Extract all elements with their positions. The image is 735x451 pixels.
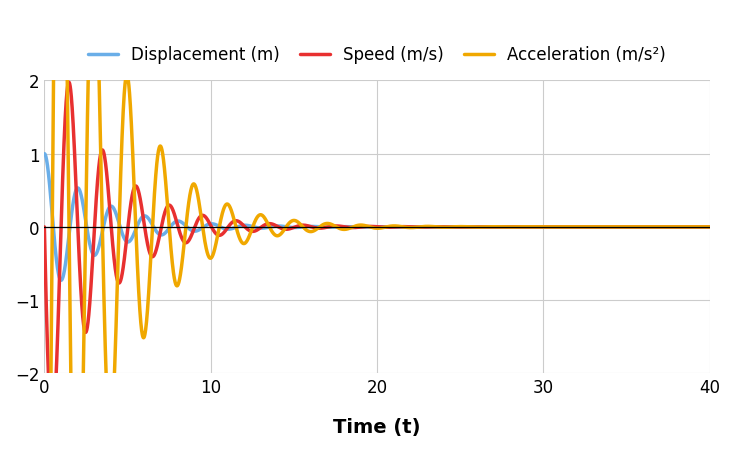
Line: Displacement (m): Displacement (m): [44, 154, 709, 281]
Displacement (m): [705, 225, 714, 230]
Line: Speed (m/s): Speed (m/s): [44, 83, 709, 425]
Speed (m/s): [48, 423, 57, 428]
Displacement (m): [523, 225, 532, 230]
Acceleration (m/s²): [705, 225, 714, 230]
Acceleration (m/s²): [356, 223, 365, 228]
Legend: Displacement (m), Speed (m/s), Acceleration (m/s²): Displacement (m), Speed (m/s), Accelerat…: [87, 46, 666, 64]
Speed (m/s): [652, 225, 661, 230]
Displacement (m): [685, 225, 694, 230]
Speed (m/s): [40, 225, 49, 230]
Speed (m/s): [65, 80, 74, 86]
X-axis label: Time (t): Time (t): [333, 417, 420, 436]
Speed (m/s): [356, 225, 365, 230]
Line: Acceleration (m/s²): Acceleration (m/s²): [44, 0, 709, 451]
Speed (m/s): [325, 225, 334, 230]
Displacement (m): [356, 225, 365, 230]
Speed (m/s): [705, 225, 714, 230]
Acceleration (m/s²): [325, 221, 334, 227]
Displacement (m): [325, 225, 334, 230]
Displacement (m): [57, 278, 65, 283]
Speed (m/s): [523, 225, 532, 230]
Acceleration (m/s²): [320, 222, 329, 227]
Acceleration (m/s²): [652, 225, 661, 230]
Displacement (m): [320, 225, 329, 230]
Acceleration (m/s²): [685, 225, 694, 230]
Displacement (m): [40, 152, 49, 157]
Speed (m/s): [320, 226, 329, 231]
Acceleration (m/s²): [523, 225, 532, 230]
Speed (m/s): [685, 225, 694, 230]
Displacement (m): [652, 225, 661, 230]
